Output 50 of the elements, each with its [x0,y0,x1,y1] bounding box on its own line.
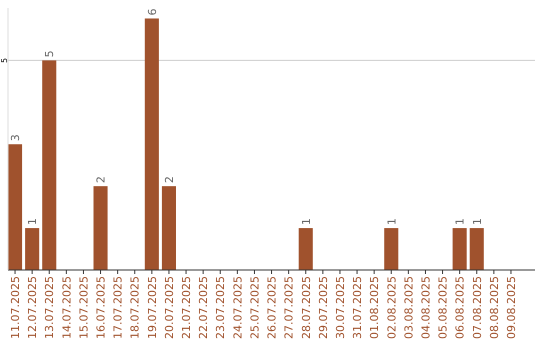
x-tick-label: 27.07.2025 [282,276,296,339]
x-tick-label: 25.07.2025 [248,276,262,339]
x-tick-label: 29.07.2025 [316,276,330,339]
bar [384,228,398,270]
x-tick-label: 18.07.2025 [128,276,142,339]
data-label: 3 [9,134,22,142]
x-tick-label: 20.07.2025 [162,276,176,339]
x-tick-label: 12.07.2025 [26,276,40,339]
x-tick-label: 16.07.2025 [94,276,108,339]
bar [162,186,176,270]
x-tick-label: 30.07.2025 [334,276,347,339]
bar [42,60,56,270]
x-tick-label: 14.07.2025 [60,276,74,339]
x-tick-label: 31.07.2025 [351,276,364,339]
bar [298,228,313,270]
data-label: 1 [300,218,313,226]
data-label: 1 [385,218,398,226]
x-tick-label: 07.08.2025 [470,276,484,339]
data-label: 1 [454,218,467,226]
x-tick-label: 23.07.2025 [214,276,228,339]
bar [452,228,467,270]
data-label: 5 [43,50,56,58]
x-tick-label: 17.07.2025 [112,276,125,339]
x-tick-label: 04.08.2025 [419,276,432,339]
data-label: 2 [94,176,108,184]
bar [25,228,40,270]
x-tick-label: 11.07.2025 [9,276,22,339]
x-tick-label: 02.08.2025 [385,276,398,339]
data-label: 6 [146,8,159,16]
x-tick-label: 26.07.2025 [266,276,279,339]
x-tick-label: 05.08.2025 [436,276,450,339]
x-tick-label: 01.08.2025 [368,276,382,339]
x-tick-label: 06.08.2025 [454,276,467,339]
data-label: 2 [162,176,176,184]
data-label: 1 [470,218,484,226]
x-tick-label: 22.07.2025 [197,276,210,339]
x-tick-label: 13.07.2025 [43,276,56,339]
x-tick-label: 24.07.2025 [231,276,244,339]
bar [94,186,108,270]
x-tick-label: 21.07.2025 [180,276,194,339]
x-tick-label: 03.08.2025 [402,276,416,339]
bar [8,144,22,270]
bar [470,228,484,270]
x-tick-label: 08.08.2025 [488,276,501,339]
x-tick-label: 15.07.2025 [77,276,90,339]
x-tick-label: 09.08.2025 [504,276,518,339]
data-label: 1 [26,218,40,226]
x-tick-label: 19.07.2025 [146,276,159,339]
bar [144,18,159,270]
x-tick-label: 28.07.2025 [300,276,313,339]
